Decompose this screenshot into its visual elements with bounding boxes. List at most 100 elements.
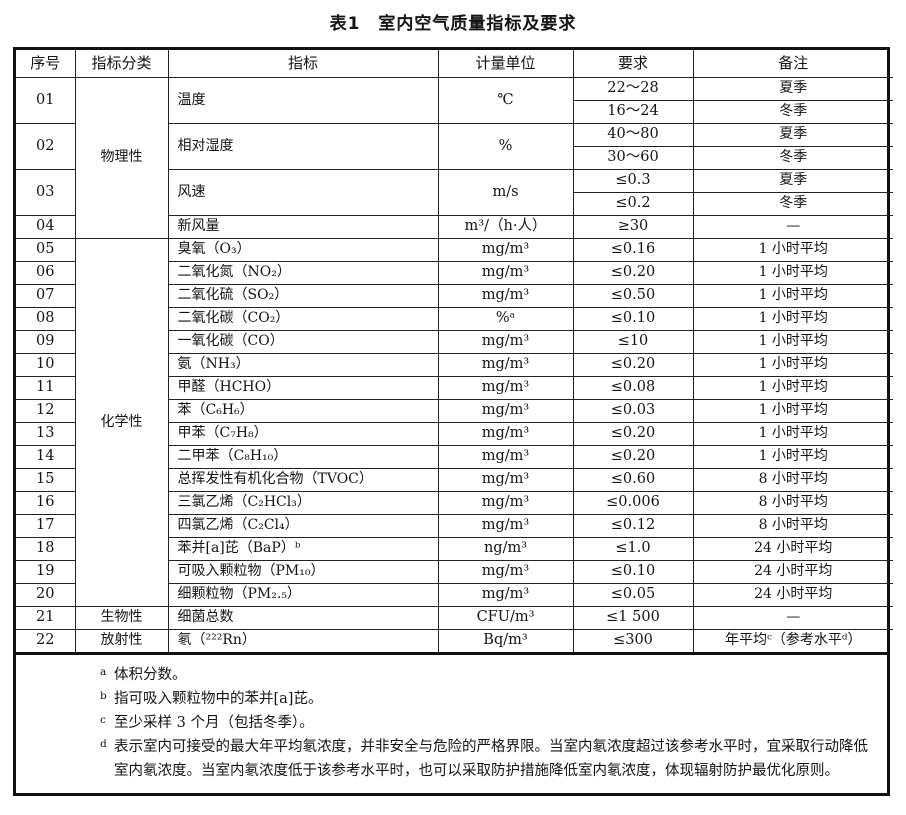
cell-indicator: 温度 [167, 77, 439, 124]
cell-remark: 冬季 [692, 192, 893, 216]
cell-indicator: 三氯乙烯（C₂HCl₃） [167, 491, 439, 515]
cell-unit: mg/m³ [437, 353, 574, 377]
row-01-summer: 01 物理性 温度 ℃ 22～28 夏季 [16, 77, 893, 239]
cell-unit: mg/m³ [437, 238, 574, 262]
footnote-d: d 表示室内可接受的最大年平均氡浓度，并非安全与危险的严格界限。当室内氡浓度超过… [100, 735, 873, 783]
cell-unit: mg/m³ [437, 560, 574, 584]
footnote-marker: a [100, 666, 107, 678]
cell-requirement: 40～80 [572, 123, 694, 147]
cell-requirement: ≤0.20 [572, 261, 694, 285]
cell-indicator: 细菌总数 [167, 606, 439, 630]
cell-unit: mg/m³ [437, 583, 574, 607]
footnote-a: a 体积分数。 [100, 663, 873, 687]
cell-requirement: ≤0.10 [572, 307, 694, 331]
footnote-text: 体积分数。 [114, 667, 187, 683]
footnote-text: 指可吸入颗粒物中的苯并[a]芘。 [114, 691, 323, 707]
cell-remark: 24 小时平均 [692, 537, 893, 561]
cell-requirement: ≤0.16 [572, 238, 694, 262]
cell-indicator: 可吸入颗粒物（PM₁₀） [167, 560, 439, 584]
cell-unit: ℃ [437, 77, 574, 124]
cell-requirement: ≥30 [572, 215, 694, 239]
cell-requirement: ≤0.08 [572, 376, 694, 400]
cell-requirement: ≤0.10 [572, 560, 694, 584]
cell-serial: 04 [16, 215, 76, 239]
cell-requirement: ≤0.2 [573, 192, 694, 216]
cell-indicator: 甲苯（C₇H₈） [167, 422, 439, 446]
cell-requirement: ≤1.0 [572, 537, 694, 561]
cell-remark: 8 小时平均 [692, 468, 893, 492]
cell-requirement: ≤0.20 [572, 353, 694, 377]
cell-serial: 09 [16, 330, 76, 354]
cell-requirement: ≤0.60 [572, 468, 694, 492]
cell-indicator: 四氯乙烯（C₂Cl₄） [167, 514, 439, 538]
cell-unit: mg/m³ [437, 422, 574, 446]
cell-requirement: ≤0.03 [572, 399, 694, 423]
air-quality-table: 序号 指标分类 指标 计量单位 要求 备注 01 物理性 温度 ℃ 22～28 … [16, 50, 893, 652]
row-06: 06 二氧化氮（NO₂） mg/m³ ≤0.20 1 小时平均 [16, 261, 893, 285]
row-04: 04 新风量 m³/（h·人） ≥30 — [16, 215, 893, 239]
cell-category-physical: 物理性 [74, 77, 169, 239]
cell-requirement: ≤0.20 [572, 422, 694, 446]
cell-requirement: ≤0.006 [572, 491, 694, 515]
header-serial: 序号 [16, 50, 76, 78]
cell-serial: 03 [16, 169, 76, 216]
row-20: 20 细颗粒物（PM₂.₅） mg/m³ ≤0.05 24 小时平均 [16, 583, 893, 607]
footnote-text: 表示室内可接受的最大年平均氡浓度，并非安全与危险的严格界限。当室内氡浓度超过该参… [114, 739, 868, 779]
table-header: 序号 指标分类 指标 计量单位 要求 备注 [16, 50, 893, 78]
cell-serial: 18 [16, 537, 76, 561]
row-13: 13 甲苯（C₇H₈） mg/m³ ≤0.20 1 小时平均 [16, 422, 893, 446]
cell-serial: 21 [16, 606, 76, 630]
cell-remark: 1 小时平均 [692, 445, 893, 469]
footnote-marker: d [100, 738, 107, 750]
row-21: 21 生物性 细菌总数 CFU/m³ ≤1 500 — [16, 606, 893, 630]
cell-indicator: 二甲苯（C₈H₁₀） [167, 445, 439, 469]
cell-serial: 08 [16, 307, 76, 331]
cell-remark: 冬季 [692, 146, 893, 170]
cell-serial: 16 [16, 491, 76, 515]
footnote-text: 至少采样 3 个月（包括冬季）。 [114, 715, 314, 731]
cell-serial: 17 [16, 514, 76, 538]
cell-requirement: 30～60 [573, 146, 694, 170]
cell-remark: — [692, 215, 893, 239]
cell-serial: 14 [16, 445, 76, 469]
footnotes-section: a 体积分数。 b 指可吸入颗粒物中的苯并[a]芘。 c 至少采样 3 个月（包… [16, 652, 887, 793]
cell-unit: m/s [437, 169, 574, 216]
cell-unit: mg/m³ [437, 468, 574, 492]
footnote-c: c 至少采样 3 个月（包括冬季）。 [100, 711, 873, 735]
row-22: 22 放射性 氡（²²²Rn） Bq/m³ ≤300 年平均ᶜ（参考水平ᵈ） [16, 629, 893, 652]
cell-unit: mg/m³ [437, 514, 574, 538]
cell-indicator: 一氧化碳（CO） [167, 330, 439, 354]
cell-remark: 夏季 [692, 123, 893, 147]
cell-requirement: ≤0.20 [572, 445, 694, 469]
cell-remark: 8 小时平均 [692, 514, 893, 538]
cell-remark: 年平均ᶜ（参考水平ᵈ） [692, 629, 893, 652]
cell-indicator: 臭氧（O₃） [167, 238, 439, 262]
cell-indicator: 二氧化氮（NO₂） [167, 261, 439, 285]
cell-unit: % [437, 123, 574, 170]
cell-category-biological: 生物性 [74, 606, 169, 630]
cell-indicator: 氡（²²²Rn） [167, 629, 439, 652]
cell-unit: mg/m³ [437, 399, 574, 423]
cell-requirement: ≤0.3 [572, 169, 694, 193]
cell-remark: 1 小时平均 [692, 353, 893, 377]
cell-remark: 1 小时平均 [692, 422, 893, 446]
cell-remark: 1 小时平均 [692, 261, 893, 285]
cell-remark: 24 小时平均 [692, 560, 893, 584]
cell-category-radioactive: 放射性 [74, 629, 169, 652]
row-17: 17 四氯乙烯（C₂Cl₄） mg/m³ ≤0.12 8 小时平均 [16, 514, 893, 538]
cell-serial: 11 [16, 376, 76, 400]
cell-unit: ng/m³ [437, 537, 574, 561]
footnote-b: b 指可吸入颗粒物中的苯并[a]芘。 [100, 687, 873, 711]
cell-requirement: ≤10 [572, 330, 694, 354]
cell-unit: mg/m³ [437, 284, 574, 308]
cell-requirement: 16～24 [573, 100, 694, 124]
cell-indicator: 二氧化碳（CO₂） [167, 307, 439, 331]
cell-indicator: 二氧化硫（SO₂） [167, 284, 439, 308]
cell-unit: mg/m³ [437, 330, 574, 354]
row-18: 18 苯并[a]芘（BaP）ᵇ ng/m³ ≤1.0 24 小时平均 [16, 537, 893, 561]
cell-remark: 夏季 [692, 169, 893, 193]
cell-requirement: ≤1 500 [572, 606, 694, 630]
cell-indicator: 相对湿度 [167, 123, 439, 170]
cell-remark: 1 小时平均 [692, 307, 893, 331]
row-14: 14 二甲苯（C₈H₁₀） mg/m³ ≤0.20 1 小时平均 [16, 445, 893, 469]
